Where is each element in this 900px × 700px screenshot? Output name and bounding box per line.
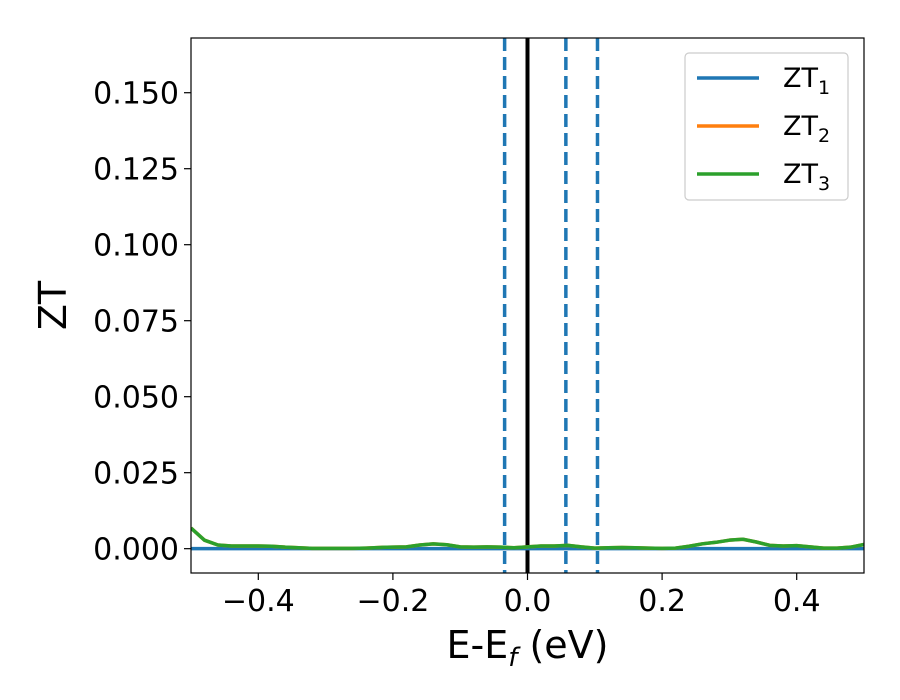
legend-label-zt1: ZT1 — [783, 63, 830, 99]
y-tick-label: 0.100 — [93, 229, 179, 264]
x-tick-label: 0.2 — [638, 584, 686, 619]
x-axis-label: E-Ef (eV) — [447, 623, 609, 673]
y-tick-label: 0.025 — [93, 457, 179, 492]
y-tick-label: 0.050 — [93, 381, 179, 416]
legend-box — [684, 52, 849, 201]
axes: −0.4 −0.2 0.0 0.2 0.4 0.000 0.025 0.050 0.075 0.1… — [31, 37, 865, 673]
series-line-zt3 — [191, 526, 864, 551]
legend: ZT1 ZT2 ZT3 — [684, 52, 849, 201]
plot-area — [191, 38, 864, 573]
y-tick-label: 0.125 — [93, 153, 179, 188]
y-tick-label: 0.075 — [93, 305, 179, 340]
y-tick-label: 0.150 — [93, 77, 179, 112]
x-tick-label: −0.4 — [222, 584, 295, 619]
y-tick-label: 0.000 — [93, 533, 179, 568]
y-axis-label: ZT — [31, 280, 75, 330]
legend-label-zt2: ZT2 — [783, 111, 830, 147]
x-tick-label: 0.0 — [504, 584, 552, 619]
x-tick-label: −0.2 — [356, 584, 429, 619]
legend-label-zt3: ZT3 — [783, 159, 830, 195]
x-tick-label: 0.4 — [773, 584, 821, 619]
